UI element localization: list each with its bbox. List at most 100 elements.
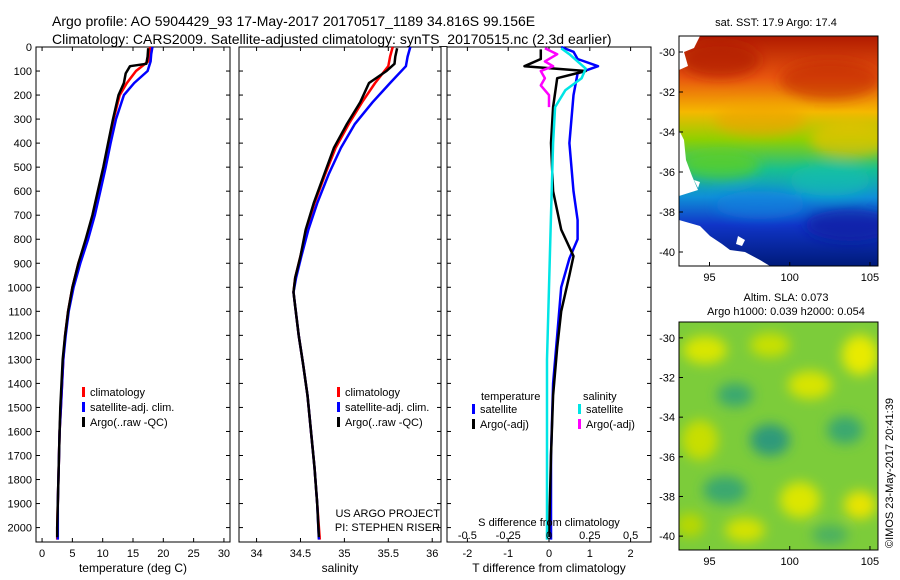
- x2-tick-label: 0.5: [623, 530, 638, 542]
- y-tick-label: 600: [14, 186, 32, 198]
- x-tick-label: 30: [218, 548, 230, 560]
- x-tick-label: 25: [188, 548, 200, 560]
- y-tick-label: 1900: [8, 499, 32, 511]
- sst-frame: [678, 35, 879, 267]
- map-y-tick-label: -30: [659, 333, 675, 345]
- x-tick-label: -1: [503, 548, 513, 560]
- y-tick-label: 1100: [8, 306, 32, 318]
- legend-label: climatology: [345, 387, 401, 399]
- x-tick-label: 0: [546, 548, 552, 560]
- x-axis-label: salinity: [322, 561, 359, 575]
- x-tick-label: 35.5: [378, 548, 399, 560]
- legend-label: Argo(..raw -QC): [345, 417, 423, 429]
- legend-swatch: [472, 419, 475, 429]
- map-y-tick-label: -38: [659, 207, 675, 219]
- legend-label: Argo(-adj): [480, 419, 529, 431]
- sst-map: 95 100 105 -30 -32 -34 -36 -38 -40: [659, 35, 879, 284]
- x-tick-label: 36: [426, 548, 438, 560]
- y-tick-label: 1000: [8, 282, 32, 294]
- x2-tick-label: 0.25: [579, 530, 600, 542]
- map-y-tick-label: -40: [659, 531, 675, 543]
- temperature-profile: 0100200300400500600700800900100011001200…: [8, 42, 231, 575]
- legend-label: climatology: [90, 387, 146, 399]
- map-x-tick-label: 100: [781, 272, 799, 284]
- map-y-tick-label: -30: [659, 47, 675, 59]
- y-tick-label: 100: [14, 66, 32, 78]
- y-tick-label: 400: [14, 138, 32, 150]
- footer-credit: ©IMOS 23-May-2017 20:41:39: [884, 398, 896, 548]
- series-line-t-argo-adj-: [523, 49, 587, 538]
- map-x-tick-label: 105: [861, 556, 879, 568]
- series-line-s-satellite: [545, 47, 587, 540]
- map-x-tick-label: 95: [703, 556, 715, 568]
- y-tick-label: 1200: [8, 330, 32, 342]
- y-tick-label: 200: [14, 90, 32, 102]
- map-y-tick-label: -34: [659, 412, 675, 424]
- legend-title-temperature: temperature: [481, 391, 540, 403]
- y-tick-label: 2000: [8, 523, 32, 535]
- sla-frame: [678, 321, 879, 551]
- x-tick-label: 15: [127, 548, 139, 560]
- legend-swatch: [82, 402, 85, 412]
- legend-label: satellite: [586, 404, 623, 416]
- map-y-tick-label: -36: [659, 167, 675, 179]
- sst-title: sat. SST: 17.9 Argo: 17.4: [715, 17, 837, 29]
- legend-label: Argo(-adj): [586, 419, 635, 431]
- sla-texture: [679, 333, 878, 545]
- x-tick-label: 10: [97, 548, 109, 560]
- map-y-tick-label: -32: [659, 373, 675, 385]
- series-line-climatology: [292, 46, 394, 540]
- y-tick-label: 1400: [8, 378, 32, 390]
- series-line-argo-raw-qc-: [292, 47, 399, 538]
- x2-tick-label: -0.25: [496, 530, 521, 542]
- x-tick-label: -2: [463, 548, 473, 560]
- y-tick-label: 0: [26, 42, 32, 54]
- legend-label: satellite-adj. clim.: [345, 402, 429, 414]
- y-tick-label: 1600: [8, 426, 32, 438]
- x-axis-label: temperature (deg C): [79, 561, 187, 575]
- legend-swatch: [82, 417, 85, 427]
- x-tick-label: 35: [338, 548, 350, 560]
- legend-label: Argo(..raw -QC): [90, 417, 168, 429]
- y-tick-label: 1300: [8, 354, 32, 366]
- sst-landmask: [679, 36, 770, 266]
- x-tick-label: 34: [250, 548, 262, 560]
- map-x-tick-label: 105: [861, 272, 879, 284]
- difference-profile: -2 -1 0 1 2T difference from climatology temp…: [446, 45, 652, 575]
- x-tick-label: 34.5: [290, 548, 311, 560]
- legend-swatch: [472, 404, 475, 414]
- map-x-tick-label: 95: [703, 272, 715, 284]
- x-tick-label: 0: [39, 548, 45, 560]
- legend-swatch: [337, 417, 340, 427]
- temperature-profile-frame: [35, 46, 231, 543]
- map-x-tick-label: 100: [781, 556, 799, 568]
- project-note: US ARGO PROJECT: [335, 508, 440, 520]
- y-tick-label: 1700: [8, 450, 32, 462]
- salinity-profile-frame: [238, 46, 442, 543]
- x2-tick-label: -0.5: [458, 530, 477, 542]
- pi-note: PI: STEPHEN RISER: [335, 522, 440, 534]
- legend-swatch: [337, 402, 340, 412]
- sla-title-2: Argo h1000: 0.039 h2000: 0.054: [707, 306, 865, 318]
- map-y-tick-label: -38: [659, 491, 675, 503]
- y-tick-label: 500: [14, 162, 32, 174]
- sla-map: 95 100 105 -30 -32 -34 -36 -38 -40: [659, 321, 879, 568]
- series-line-s-argo-adj-: [539, 47, 559, 108]
- map-y-tick-label: -40: [659, 247, 675, 259]
- series-line-argo-raw-qc-: [55, 48, 150, 538]
- x2-axis-label: S difference from climatology: [478, 517, 620, 529]
- map-y-tick-label: -34: [659, 127, 675, 139]
- y-tick-label: 1800: [8, 475, 32, 487]
- series-line-t-satellite: [549, 45, 600, 540]
- legend-swatch: [337, 387, 340, 397]
- header-line1: Argo profile: AO 5904429_93 17-May-2017 …: [52, 13, 536, 29]
- y-tick-label: 800: [14, 234, 32, 246]
- salinity-profile: 34 34.5 35 35.5 36 salinity climatology satelli…: [238, 46, 442, 575]
- header-line2: Climatology: CARS2009. Satellite-adjuste…: [52, 31, 612, 47]
- y-tick-label: 900: [14, 258, 32, 270]
- y-tick-label: 300: [14, 114, 32, 126]
- map-y-tick-label: -36: [659, 452, 675, 464]
- legend-swatch: [578, 419, 581, 429]
- sla-title-1: Altim. SLA: 0.073: [744, 292, 829, 304]
